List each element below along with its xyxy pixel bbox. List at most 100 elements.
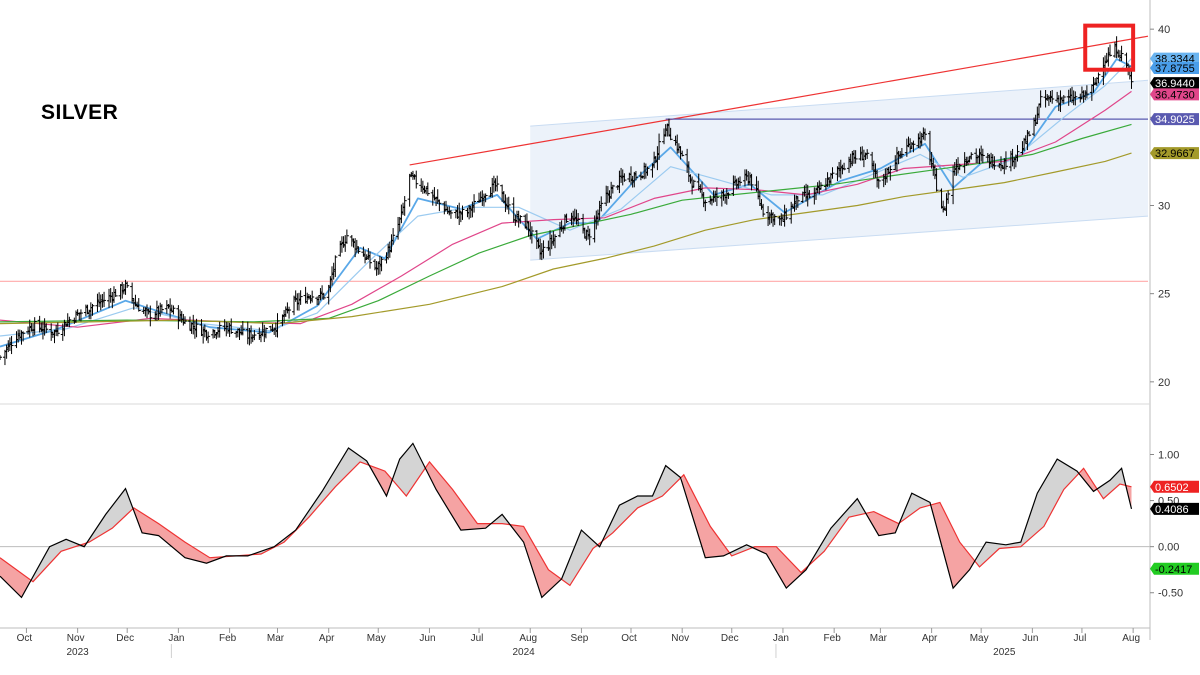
month-label: Jul [471, 633, 484, 644]
ohlc-bar [865, 149, 870, 159]
ohlc-bars [0, 36, 1134, 366]
ohlc-bar [21, 331, 26, 342]
price-label-2: 36.9440 [1150, 77, 1199, 90]
ohlc-bar [240, 321, 245, 336]
ohlc-bar [356, 246, 361, 254]
oscillator-label-1-bg [1150, 502, 1199, 515]
year-label: 2025 [993, 647, 1016, 658]
ohlc-bar [448, 209, 453, 219]
year-label: 2023 [67, 647, 90, 658]
ohlc-bar [344, 229, 349, 244]
ohlc-bar [587, 228, 592, 246]
price-label-4: 34.9025 [1150, 113, 1199, 126]
ohlc-bar [518, 215, 523, 224]
ohlc-bar [714, 187, 719, 207]
ohlc-bar [495, 175, 500, 192]
ohlc-bar [529, 226, 534, 244]
oscillator-label-0-text: 0.6502 [1155, 482, 1189, 494]
oscillator-fill-segment [492, 514, 509, 525]
ohlc-bar [32, 317, 37, 336]
ohlc-bar [610, 184, 615, 194]
ohlc-bar [1015, 145, 1020, 162]
oscillator-fill-segment [1080, 468, 1097, 492]
ohlc-bar [957, 163, 962, 171]
ohlc-bar [437, 199, 442, 212]
ohlc-bar [1038, 90, 1043, 108]
ohlc-bar [969, 152, 974, 160]
price-tick-label: 40 [1158, 24, 1170, 36]
oscillator-label-2: -0.2417 [1150, 562, 1199, 576]
month-label: Apr [922, 633, 938, 644]
price-label-1-text: 37.8755 [1155, 63, 1195, 75]
month-label: Aug [1122, 633, 1140, 644]
highlight-box [1083, 23, 1136, 72]
month-label: May [367, 633, 386, 644]
oscillator-fill-segment [602, 465, 681, 541]
oscillator-label-1: 0.4086 [1150, 502, 1199, 516]
chart-title: SILVER [41, 101, 119, 124]
oscillator-tick-label: 0.00 [1158, 542, 1179, 554]
oscillator-fast-line [0, 442, 1133, 599]
month-label: Oct [17, 633, 33, 644]
ohlc-bar [1129, 70, 1134, 89]
ohlc-bar [125, 281, 130, 288]
ohlc-bar [668, 127, 673, 141]
price-label-5-bg [1150, 147, 1199, 160]
month-label: Jan [168, 633, 184, 644]
month-label: Dec [721, 633, 739, 644]
ohlc-bar [0, 355, 2, 361]
month-label: Mar [267, 633, 285, 644]
ohlc-bar [564, 213, 569, 223]
price-label-3: 36.4730 [1150, 88, 1199, 101]
ohlc-bar [252, 330, 257, 341]
ohlc-bar [1103, 55, 1108, 76]
price-label-1-bg [1150, 61, 1199, 74]
ohlc-bar [483, 193, 488, 203]
oscillator-fill-segment [867, 511, 899, 536]
price-label-1: 37.8755 [1150, 61, 1199, 75]
price-tick-label: 30 [1158, 201, 1170, 213]
ohlc-bar [690, 176, 695, 195]
ohlc-bar [368, 251, 373, 269]
ohlc-bar [784, 208, 789, 220]
month-label: Mar [870, 633, 888, 644]
oscillator-fill-segment [753, 546, 808, 589]
ohlc-bar [691, 179, 696, 188]
channel-lower-line [530, 215, 1149, 261]
oscillator-fill-segment [976, 459, 1079, 567]
ohlc-bar [136, 298, 141, 312]
ohlc-bar [772, 214, 777, 226]
ohlc-bar [888, 165, 893, 181]
oscillator-label-1-text: 0.4086 [1155, 504, 1189, 516]
ohlc-bar [980, 148, 985, 163]
ohlc-bar [206, 331, 211, 344]
ohlc-bar [62, 319, 67, 337]
month-label: Jul [1074, 633, 1087, 644]
ohlc-bar [726, 192, 731, 199]
price-label-2-text: 36.9440 [1155, 78, 1195, 90]
ohlc-bar [1003, 151, 1008, 170]
ohlc-bar [738, 176, 743, 186]
month-label: Nov [67, 633, 85, 644]
moving-average-line-3 [0, 123, 1132, 323]
oscillator-fill-segment [1098, 468, 1125, 499]
ohlc-bar [171, 305, 176, 315]
oscillator-tick-label: 1.00 [1158, 449, 1179, 461]
ohlc-bar [263, 327, 268, 339]
ohlc-bar [1073, 91, 1078, 106]
oscillator-fill-segment [809, 498, 866, 565]
month-label: Feb [219, 633, 237, 644]
ohlc-bar [275, 313, 280, 338]
ohlc-bar [477, 192, 482, 203]
ohlc-bar [807, 190, 812, 199]
oscillator-fill-segment [730, 544, 752, 556]
ohlc-bar [229, 318, 234, 334]
ohlc-bar [460, 205, 465, 220]
oscillator-fill-segment [900, 493, 930, 523]
ohlc-bar [899, 148, 904, 159]
ohlc-bar [287, 306, 292, 319]
ohlc-bar [553, 234, 558, 249]
price-label-3-bg [1150, 88, 1199, 101]
month-label: Jun [1022, 633, 1038, 644]
